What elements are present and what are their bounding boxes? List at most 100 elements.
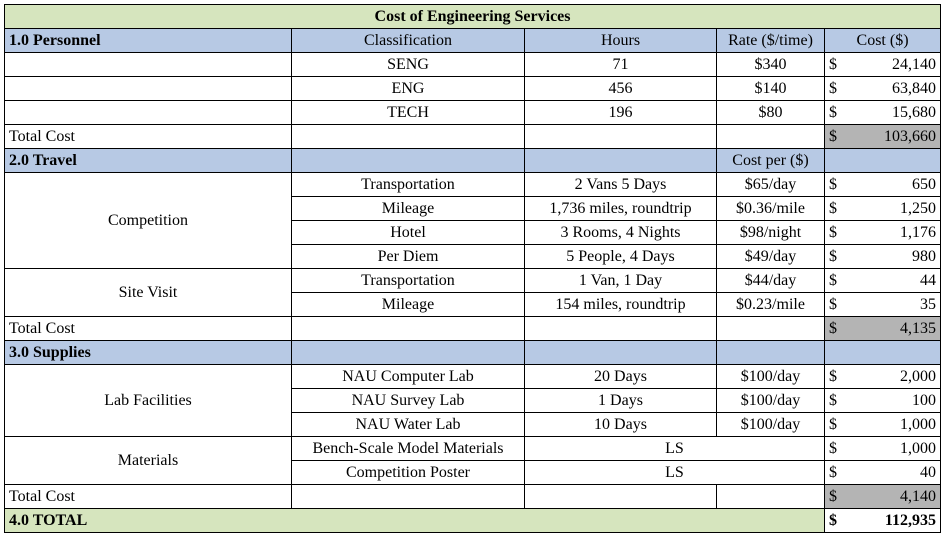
cost-per-header: Cost per ($) (716, 148, 825, 173)
section-travel: 2.0 Travel (4, 148, 292, 173)
rate-cell: $44/day (716, 268, 825, 293)
table-row: Lab Facilities NAU Computer Lab 20 Days … (4, 364, 942, 437)
currency-symbol: $ (824, 76, 843, 101)
empty-cell (291, 340, 525, 365)
quantity-cell: 1 Days (524, 388, 717, 413)
table-row: Hotel 3 Rooms, 4 Nights $98/night $ 1,17… (5, 220, 942, 245)
cost-cell: 1,250 (842, 196, 942, 221)
table-row: Mileage 154 miles, roundtrip $0.23/mile … (5, 292, 942, 317)
rate-cell: $0.23/mile (716, 292, 825, 317)
cost-cell: 24,140 (842, 52, 942, 77)
cost-cell: 44 (842, 268, 942, 293)
quantity-cell: 5 People, 4 Days (524, 244, 717, 269)
classification-cell: ENG (291, 76, 525, 101)
rate-cell: $100/day (716, 412, 825, 437)
total-value: 4,140 (842, 484, 942, 509)
table-row: TECH 196 $80 $ 15,680 (4, 100, 942, 125)
cost-cell: 40 (842, 460, 942, 485)
lab-facilities-group-label: Lab Facilities (4, 364, 292, 437)
currency-symbol: $ (824, 196, 843, 221)
currency-symbol: $ (824, 220, 843, 245)
currency-symbol: $ (824, 268, 843, 293)
personnel-header-row: 1.0 Personnel Classification Hours Rate … (4, 28, 942, 53)
item-cell: Hotel (291, 220, 525, 245)
rate-cell: $100/day (716, 388, 825, 413)
total-value: 4,135 (842, 316, 942, 341)
rate-cell: $98/night (716, 220, 825, 245)
item-cell: NAU Survey Lab (291, 388, 525, 413)
table-row: Materials Bench-Scale Model Materials LS… (4, 436, 942, 485)
currency-symbol: $ (824, 172, 843, 197)
quantity-cell: 1 Van, 1 Day (524, 268, 717, 293)
table-title: Cost of Engineering Services (3, 4, 942, 29)
classification-cell: SENG (291, 52, 525, 77)
table-row: ENG 456 $140 $ 63,840 (4, 76, 942, 101)
classification-cell: TECH (291, 100, 525, 125)
rate-header: Rate ($/time) (716, 28, 825, 53)
title-row: Cost of Engineering Services (3, 4, 942, 29)
empty-cell (716, 340, 825, 365)
total-label: Total Cost (4, 124, 292, 149)
cost-cell: 2,000 (842, 364, 942, 389)
section-personnel: 1.0 Personnel (4, 28, 292, 53)
empty-cell (524, 148, 717, 173)
rate-cell: $340 (716, 52, 825, 77)
travel-header-row: 2.0 Travel Cost per ($) (4, 148, 942, 173)
quantity-cell: 20 Days (524, 364, 717, 389)
cost-cell: 650 (842, 172, 942, 197)
table-row: Mileage 1,736 miles, roundtrip $0.36/mil… (5, 196, 942, 221)
rate-cell: $65/day (716, 172, 825, 197)
item-cell: Bench-Scale Model Materials (291, 436, 525, 461)
item-cell: Per Diem (291, 244, 525, 269)
empty-cell (524, 340, 717, 365)
empty-cell (4, 100, 292, 125)
currency-symbol: $ (824, 244, 843, 269)
rate-cell: $80 (716, 100, 825, 125)
section-supplies: 3.0 Supplies (4, 340, 292, 365)
currency-symbol: $ (824, 100, 843, 125)
currency-symbol: $ (824, 484, 843, 509)
quantity-cell: 154 miles, roundtrip (524, 292, 717, 317)
grand-total-value: 112,935 (842, 508, 942, 533)
empty-cell (716, 316, 825, 341)
empty-cell (716, 484, 825, 509)
empty-cell (716, 124, 825, 149)
empty-cell (823, 148, 942, 173)
hours-header: Hours (524, 28, 717, 53)
total-label: Total Cost (4, 316, 292, 341)
empty-cell (4, 52, 292, 77)
empty-cell (291, 148, 525, 173)
item-cell: Mileage (291, 196, 525, 221)
quantity-cell: 3 Rooms, 4 Nights (524, 220, 717, 245)
personnel-total-row: Total Cost $ 103,660 (4, 124, 942, 149)
empty-cell (823, 340, 942, 365)
cost-cell: 15,680 (842, 100, 942, 125)
cost-cell: 100 (842, 388, 942, 413)
cost-cell: 63,840 (842, 76, 942, 101)
empty-cell (291, 124, 525, 149)
currency-symbol: $ (824, 124, 843, 149)
cost-cell: 1,176 (842, 220, 942, 245)
cost-table: Cost of Engineering Services 1.0 Personn… (3, 4, 942, 533)
competition-group-label: Competition (4, 172, 292, 269)
currency-symbol: $ (824, 316, 843, 341)
rate-cell: $0.36/mile (716, 196, 825, 221)
empty-cell (291, 484, 525, 509)
rate-cell: $140 (716, 76, 825, 101)
grand-total-row: 4.0 TOTAL $ 112,935 (4, 508, 942, 533)
total-value: 103,660 (842, 124, 942, 149)
empty-cell (291, 316, 525, 341)
cost-cell: 1,000 (842, 412, 942, 437)
rate-cell: $49/day (716, 244, 825, 269)
materials-group-label: Materials (4, 436, 292, 485)
currency-symbol: $ (824, 412, 843, 437)
currency-symbol: $ (824, 436, 843, 461)
supplies-header-row: 3.0 Supplies (4, 340, 942, 365)
item-cell: Transportation (291, 172, 525, 197)
hours-cell: 456 (524, 76, 717, 101)
cost-cell: 1,000 (842, 436, 942, 461)
currency-symbol: $ (824, 52, 843, 77)
item-cell: Mileage (291, 292, 525, 317)
quantity-cell: 2 Vans 5 Days (524, 172, 717, 197)
site-visit-group-label: Site Visit (4, 268, 292, 317)
